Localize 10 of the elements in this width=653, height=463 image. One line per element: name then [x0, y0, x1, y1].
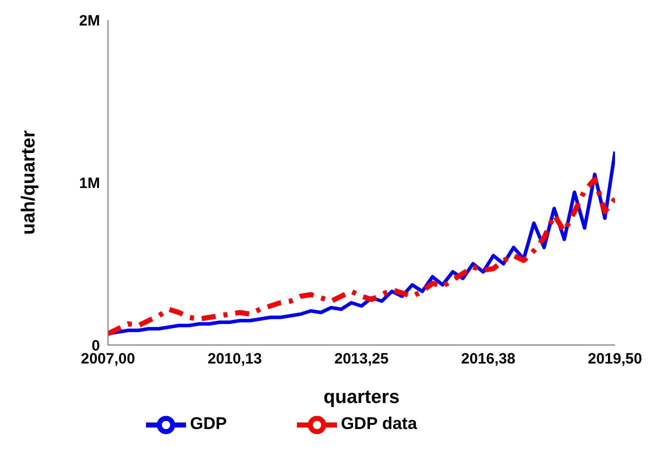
x-tick-label: 2010,13 — [208, 350, 262, 368]
legend-label: GDP data — [340, 414, 418, 434]
x-axis-title: quarters — [323, 387, 400, 408]
legend-label: GDP — [190, 414, 227, 434]
x-tick-label: 2019,50 — [588, 350, 642, 368]
x-tick-label: 2013,25 — [334, 350, 389, 368]
x-tick-label: 2016,38 — [461, 350, 516, 368]
y-axis-title: uah/quarter — [18, 130, 40, 235]
y-tick-label: 2M — [79, 12, 100, 30]
y-tick-label: 1M — [79, 174, 100, 192]
